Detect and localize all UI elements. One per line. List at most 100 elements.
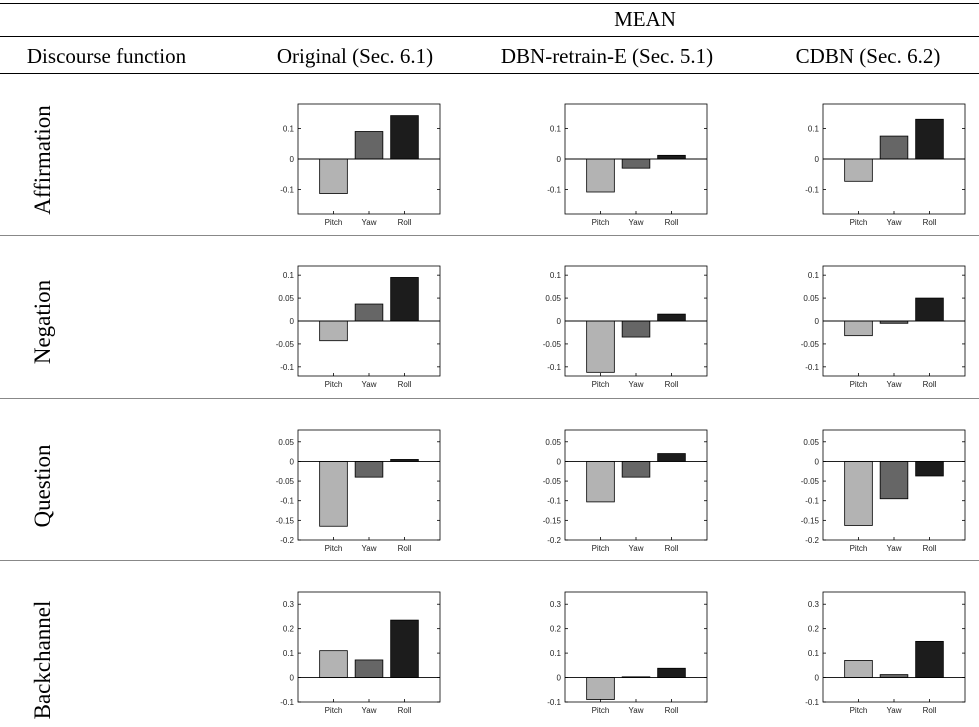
- x-tick-label-pitch: Pitch: [592, 218, 610, 227]
- row-header-discourse-function: Discourse function: [26, 44, 187, 68]
- y-tick-label: 0.05: [803, 438, 819, 447]
- y-tick-label: -0.05: [801, 340, 820, 349]
- y-tick-label: 0.1: [808, 649, 820, 658]
- row-label-backchannel: Backchannel: [30, 600, 55, 720]
- x-tick-label-roll: Roll: [398, 380, 412, 389]
- y-tick-label: -0.1: [280, 363, 294, 372]
- y-tick-label: -0.1: [280, 698, 294, 707]
- y-tick-label: 0.1: [808, 124, 820, 133]
- x-tick-label-pitch: Pitch: [850, 380, 868, 389]
- y-tick-label: -0.1: [547, 497, 561, 506]
- column-header-dbn-retrain-e: DBN-retrain-E (Sec. 5.1): [500, 44, 714, 68]
- y-tick-label: -0.1: [280, 497, 294, 506]
- group-header-mean: MEAN: [614, 7, 676, 31]
- y-tick-label: 0: [815, 155, 820, 164]
- row-separator-2: [0, 398, 979, 399]
- bar-yaw: [879, 461, 909, 500]
- y-tick-label: -0.2: [547, 536, 561, 545]
- y-tick-label: 0.05: [545, 294, 561, 303]
- chart-question-dbn-retrain-e: -0.2 -0.15 -0.1 -0.05 0 0.05 Pitch Yaw Roll: [543, 429, 708, 553]
- y-tick-label: 0.3: [550, 600, 562, 609]
- y-tick-label: -0.1: [805, 186, 819, 195]
- x-tick-label-pitch: Pitch: [325, 218, 343, 227]
- x-tick-label-roll: Roll: [923, 218, 937, 227]
- x-tick-label-yaw: Yaw: [887, 218, 902, 227]
- bar-roll: [657, 154, 686, 160]
- chart-affirmation-dbn-retrain-e: -0.1 0 0.1 Pitch Yaw Roll: [547, 103, 708, 227]
- y-tick-label: 0.05: [545, 438, 561, 447]
- bar-roll: [657, 453, 686, 462]
- y-tick-label: 0.1: [283, 649, 295, 658]
- x-tick-label-yaw: Yaw: [629, 706, 644, 715]
- y-tick-label: -0.05: [543, 477, 562, 486]
- table-header-rule-upper: [0, 36, 979, 37]
- x-tick-label-pitch: Pitch: [850, 706, 868, 715]
- row-label-question: Question: [30, 444, 55, 528]
- x-tick-label-roll: Roll: [665, 706, 679, 715]
- chart-negation-dbn-retrain-e: -0.1 -0.05 0 0.05 0.1 Pitch Yaw Roll: [543, 265, 708, 389]
- bar-roll: [657, 313, 686, 322]
- x-tick-label-yaw: Yaw: [629, 218, 644, 227]
- y-tick-label: 0: [557, 457, 562, 466]
- chart-question-cdbn: -0.2 -0.15 -0.1 -0.05 0 0.05 Pitch Yaw Roll: [801, 429, 966, 553]
- bar-pitch: [319, 158, 348, 194]
- x-tick-label-pitch: Pitch: [325, 544, 343, 553]
- x-tick-label-yaw: Yaw: [362, 218, 377, 227]
- bar-yaw: [621, 461, 651, 478]
- y-tick-label: -0.15: [801, 516, 820, 525]
- y-tick-label: 0.05: [803, 294, 819, 303]
- bar-yaw: [621, 158, 651, 169]
- x-tick-label-pitch: Pitch: [325, 380, 343, 389]
- y-tick-label: 0.05: [278, 294, 294, 303]
- x-tick-label-roll: Roll: [398, 544, 412, 553]
- bar-pitch: [319, 320, 348, 342]
- bar-roll: [915, 297, 944, 322]
- x-tick-label-roll: Roll: [398, 706, 412, 715]
- bar-yaw: [354, 303, 384, 322]
- y-tick-label: -0.1: [280, 186, 294, 195]
- bar-yaw: [621, 320, 651, 338]
- bar-roll: [390, 277, 419, 322]
- y-tick-label: -0.1: [805, 363, 819, 372]
- y-tick-label: -0.2: [280, 536, 294, 545]
- y-tick-label: -0.05: [276, 477, 295, 486]
- bar-pitch: [586, 461, 615, 503]
- y-tick-label: -0.15: [543, 516, 562, 525]
- y-tick-label: 0: [290, 317, 295, 326]
- y-tick-label: 0.2: [550, 625, 562, 634]
- x-tick-label-roll: Roll: [398, 218, 412, 227]
- bar-roll: [915, 640, 944, 678]
- table-top-rule: [0, 3, 979, 4]
- y-tick-label: 0: [815, 674, 820, 683]
- y-tick-label: 0.05: [278, 438, 294, 447]
- x-tick-label-yaw: Yaw: [887, 706, 902, 715]
- y-tick-label: 0: [557, 155, 562, 164]
- bar-pitch: [844, 461, 873, 526]
- y-tick-label: 0.1: [283, 124, 295, 133]
- y-tick-label: 0.1: [808, 271, 820, 280]
- x-tick-label-yaw: Yaw: [887, 544, 902, 553]
- y-tick-label: -0.05: [801, 477, 820, 486]
- y-tick-label: 0.2: [283, 625, 295, 634]
- bar-pitch: [319, 461, 348, 527]
- x-tick-label-roll: Roll: [665, 544, 679, 553]
- x-tick-label-pitch: Pitch: [325, 706, 343, 715]
- bar-yaw: [879, 135, 909, 160]
- column-header-original: Original (Sec. 6.1): [276, 44, 434, 68]
- y-tick-label: -0.15: [276, 516, 295, 525]
- y-tick-label: 0.3: [808, 600, 820, 609]
- chart-backchannel-original: -0.1 0 0.1 0.2 0.3 Pitch Yaw Roll: [280, 591, 441, 715]
- row-label-negation: Negation: [30, 279, 55, 365]
- x-tick-label-roll: Roll: [923, 380, 937, 389]
- chart-question-original: -0.2 -0.15 -0.1 -0.05 0 0.05 Pitch Yaw Roll: [276, 429, 441, 553]
- y-tick-label: -0.1: [547, 363, 561, 372]
- bar-pitch: [586, 677, 615, 700]
- chart-affirmation-original: -0.1 0 0.1 Pitch Yaw Roll: [280, 103, 441, 227]
- chart-backchannel-cdbn: -0.1 0 0.1 0.2 0.3 Pitch Yaw Roll: [805, 591, 966, 715]
- y-tick-label: 0.1: [550, 649, 562, 658]
- bar-yaw: [354, 659, 384, 678]
- y-tick-label: 0: [557, 674, 562, 683]
- x-tick-label-roll: Roll: [923, 544, 937, 553]
- x-tick-label-yaw: Yaw: [362, 380, 377, 389]
- y-tick-label: 0: [290, 674, 295, 683]
